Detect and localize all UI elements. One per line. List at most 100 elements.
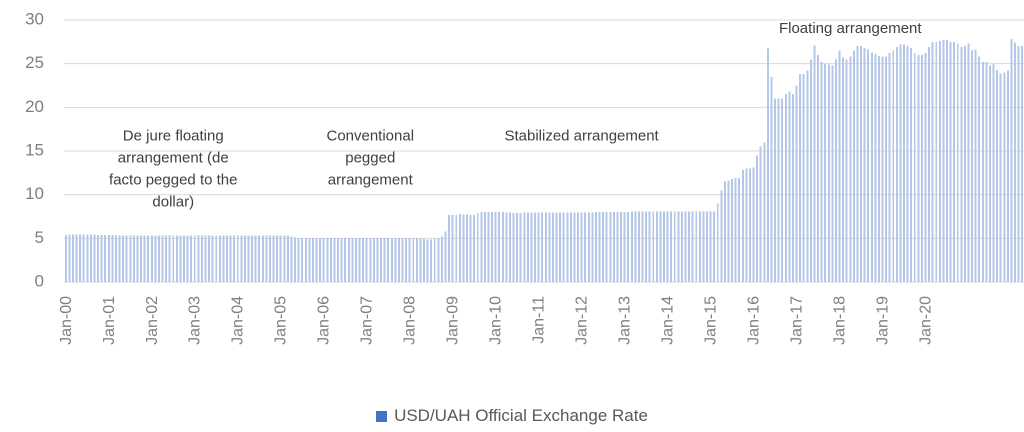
bar [791,94,794,282]
bar [462,214,465,282]
bar [387,237,390,282]
bar [243,235,246,282]
bar [917,54,920,283]
bar [845,59,848,282]
bar [630,211,633,282]
bar [412,237,415,282]
bar [451,214,454,282]
bar [190,235,193,282]
bar [627,212,630,282]
bar [566,212,569,282]
bar [691,211,694,282]
bar [476,213,479,282]
bar [885,56,888,283]
bar [863,47,866,283]
bar [125,235,128,282]
bar [487,212,490,282]
bar [333,237,336,282]
annotation-line: dollar) [152,194,194,211]
bar [913,53,916,282]
bar [637,211,640,282]
bar [698,211,701,282]
bar [236,235,239,282]
bar [258,235,261,282]
bar [1014,42,1017,283]
x-tick-label: Jan-00 [58,296,75,345]
bar [226,235,228,282]
bar [598,212,601,282]
legend: USD/UAH Official Exchange Rate [0,406,1024,426]
bar [795,85,798,282]
bar [759,146,762,282]
bar [111,235,114,282]
bar [996,69,999,282]
bar [279,235,282,282]
bar [727,180,730,282]
bar [806,70,809,283]
bar [985,61,988,282]
bar [290,236,293,282]
bar [423,239,425,282]
bar [1003,72,1006,283]
bar [992,63,995,282]
bar [469,214,472,282]
bar [666,211,669,282]
bar [777,98,780,282]
bar [415,237,418,282]
bar [899,44,902,283]
bar [71,234,74,282]
bar [311,237,314,282]
x-tick-label: Jan-17 [789,296,806,345]
bar [988,65,991,282]
annotation-line: De jure floating [123,128,224,145]
bar [150,235,153,282]
bar [860,46,862,283]
bar [834,59,837,282]
bar [605,212,608,282]
annotation-line: arrangement [328,172,414,189]
bar [652,211,655,282]
legend-swatch [376,411,388,422]
bar [881,56,884,283]
bar [272,235,275,282]
bar [534,212,537,282]
bar [104,234,107,282]
x-tick-label: Jan-05 [273,296,290,345]
x-tick-label: Jan-19 [875,296,892,345]
bar [906,46,909,283]
bar [770,76,773,283]
bar [157,235,160,282]
bar [508,212,511,282]
bar [688,211,691,282]
annotation: Floating arrangement [779,20,922,37]
bar [895,47,898,282]
x-tick-label: Jan-03 [187,296,204,345]
bar [623,212,626,282]
bar [519,213,522,282]
y-tick-label: 20 [25,97,44,116]
bar [344,237,347,282]
bar [208,235,211,282]
bar [286,235,289,282]
bar [437,238,440,282]
bar [562,212,565,282]
bar [838,50,841,282]
bar [397,237,400,282]
bar [251,235,254,282]
bar [401,237,404,282]
bar [774,98,777,282]
bar [426,239,429,282]
bar [79,234,82,282]
bar [501,212,504,282]
bar [351,237,354,282]
bar [609,212,612,282]
bar [931,41,934,282]
bar [734,178,737,282]
x-tick-label: Jan-02 [144,296,161,345]
bar [114,235,117,282]
bar [670,211,673,282]
bar [491,212,494,282]
bar [172,235,175,282]
bar [580,212,583,282]
bar [537,212,540,282]
